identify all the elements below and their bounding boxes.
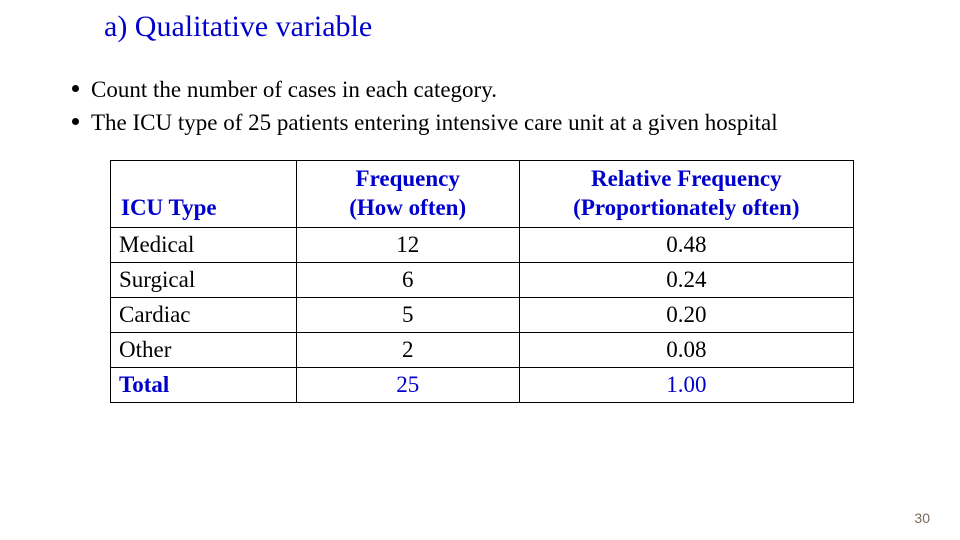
cell-category: Other <box>111 332 297 367</box>
table-row: Other 2 0.08 <box>111 332 854 367</box>
header-relative-frequency: Relative Frequency (Proportionately ofte… <box>519 161 853 228</box>
cell-category: Cardiac <box>111 297 297 332</box>
table-row: Cardiac 5 0.20 <box>111 297 854 332</box>
header-frequency-line1: Frequency <box>356 166 460 191</box>
cell-relative-frequency: 0.48 <box>519 227 853 262</box>
page-number: 30 <box>914 510 930 526</box>
slide-title: a) Qualitative variable <box>104 10 960 44</box>
cell-frequency: 5 <box>296 297 519 332</box>
bullet-item: Count the number of cases in each catego… <box>72 74 910 105</box>
header-relfreq-line2: (Proportionately often) <box>573 195 799 220</box>
cell-category: Surgical <box>111 262 297 297</box>
header-frequency: Frequency (How often) <box>296 161 519 228</box>
data-table-container: ICU Type Frequency (How often) Relative … <box>110 160 854 403</box>
bullet-text: The ICU type of 25 patients entering int… <box>91 107 910 138</box>
cell-frequency: 12 <box>296 227 519 262</box>
bullet-item: The ICU type of 25 patients entering int… <box>72 107 910 138</box>
header-frequency-line2: (How often) <box>349 195 466 220</box>
cell-frequency: 2 <box>296 332 519 367</box>
cell-relative-frequency: 0.08 <box>519 332 853 367</box>
cell-total-label: Total <box>111 367 297 402</box>
cell-total-relative-frequency: 1.00 <box>519 367 853 402</box>
table-row: Medical 12 0.48 <box>111 227 854 262</box>
table-header-row: ICU Type Frequency (How often) Relative … <box>111 161 854 228</box>
cell-category: Medical <box>111 227 297 262</box>
cell-frequency: 6 <box>296 262 519 297</box>
bullet-dot-icon <box>72 118 79 125</box>
cell-relative-frequency: 0.20 <box>519 297 853 332</box>
cell-relative-frequency: 0.24 <box>519 262 853 297</box>
table-total-row: Total 25 1.00 <box>111 367 854 402</box>
icu-table: ICU Type Frequency (How often) Relative … <box>110 160 854 403</box>
bullet-dot-icon <box>72 85 79 92</box>
header-relfreq-line1: Relative Frequency <box>591 166 782 191</box>
bullet-list: Count the number of cases in each catego… <box>72 74 910 138</box>
bullet-text: Count the number of cases in each catego… <box>91 74 910 105</box>
header-icu-type: ICU Type <box>111 161 297 228</box>
cell-total-frequency: 25 <box>296 367 519 402</box>
table-row: Surgical 6 0.24 <box>111 262 854 297</box>
